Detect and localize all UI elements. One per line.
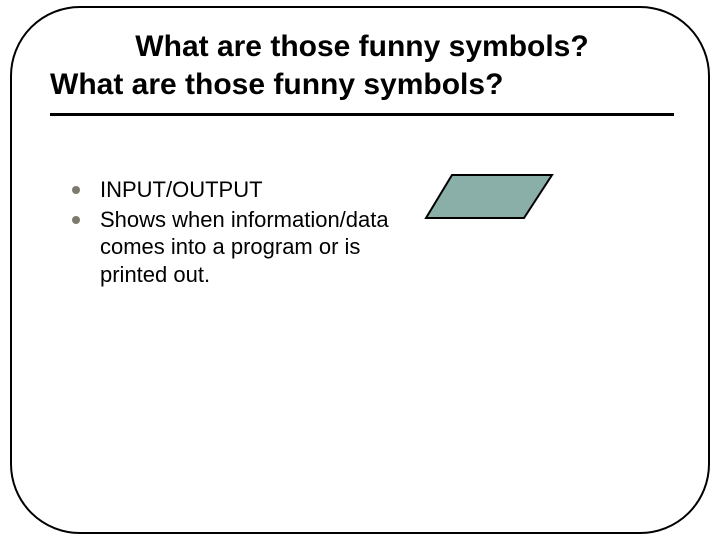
title-line-1: What are those funny symbols?: [50, 28, 674, 66]
title-block: What are those funny symbols? What are t…: [50, 28, 674, 116]
io-parallelogram-icon: [426, 175, 552, 218]
list-item: INPUT/OUTPUT: [72, 176, 397, 204]
bullet-icon: [72, 186, 80, 194]
list-item: Shows when information/data comes into a…: [72, 206, 397, 289]
bullet-list: INPUT/OUTPUT Shows when information/data…: [72, 176, 397, 290]
parallelogram-shape: [424, 173, 554, 228]
title-underline: [50, 113, 674, 116]
bullet-icon: [72, 216, 80, 224]
bullet-text-1: INPUT/OUTPUT: [100, 176, 263, 204]
title-line-2: What are those funny symbols?: [50, 66, 674, 104]
bullet-text-2: Shows when information/data comes into a…: [100, 206, 397, 289]
slide-frame: What are those funny symbols? What are t…: [10, 6, 710, 534]
